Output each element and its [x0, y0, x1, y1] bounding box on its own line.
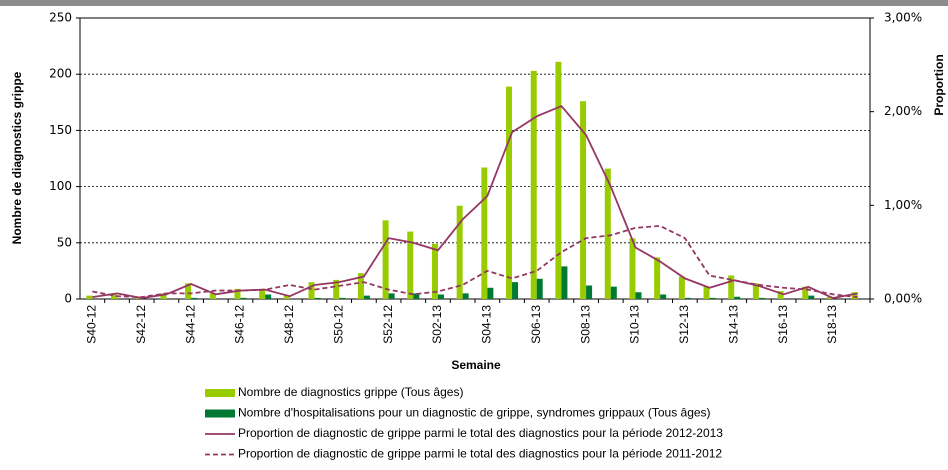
bar	[487, 287, 494, 299]
y-tick-label: 250	[49, 11, 72, 25]
x-axis-title: Semaine	[451, 358, 501, 372]
y-axis-title: Nombre de diagnostics grippe	[10, 71, 24, 244]
y-tick-label: 0	[64, 292, 72, 306]
header-strip	[0, 0, 948, 6]
bar	[610, 286, 617, 299]
bar	[678, 276, 685, 299]
bar	[629, 238, 636, 299]
bar	[580, 101, 587, 300]
bar	[536, 278, 543, 299]
bar	[240, 297, 247, 299]
bar	[333, 279, 340, 299]
bar	[191, 297, 198, 299]
bar	[758, 297, 765, 299]
bar	[481, 167, 488, 299]
bar	[586, 285, 593, 299]
bar	[684, 297, 691, 299]
x-tick-label: S48-12	[282, 305, 296, 344]
bar	[86, 295, 93, 299]
bar	[388, 293, 395, 299]
bar	[357, 273, 364, 299]
x-tick-label: S18-13	[825, 305, 839, 344]
bar	[802, 286, 809, 299]
x-tick-label: S44-12	[183, 305, 197, 344]
y2-tick-label: 0,00%	[884, 292, 922, 306]
bar	[709, 297, 716, 299]
x-tick-label: S04-13	[480, 305, 494, 344]
legend-label: Proportion de diagnostic de grippe parmi…	[238, 426, 723, 440]
bar	[462, 293, 469, 299]
x-tick-label: S50-12	[331, 305, 345, 344]
bar	[314, 297, 321, 299]
bar	[808, 295, 815, 299]
bar	[382, 220, 389, 299]
bar	[456, 205, 463, 299]
bar	[265, 294, 272, 299]
bar	[660, 294, 667, 299]
bar	[363, 295, 370, 299]
bar	[530, 70, 537, 299]
bar	[604, 168, 611, 299]
bar	[777, 291, 784, 299]
legend-label: Proportion de diagnostic de grippe parmi…	[238, 447, 722, 461]
y-tick-label: 200	[49, 67, 72, 81]
x-tick-label: S10-13	[628, 305, 642, 344]
bar	[431, 243, 438, 299]
bar	[851, 292, 858, 299]
bar	[555, 61, 562, 299]
x-tick-label: S40-12	[85, 305, 99, 344]
y2-tick-label: 2,00%	[884, 104, 922, 118]
x-tick-label: S14-13	[726, 305, 740, 344]
legend-label: Nombre d'hospitalisations pour un diagno…	[238, 406, 711, 420]
bar	[752, 283, 759, 299]
bar	[437, 294, 444, 299]
legend-label: Nombre de diagnostics grippe (Tous âges)	[238, 385, 463, 399]
y-tick-label: 50	[57, 235, 72, 249]
bar	[561, 266, 568, 299]
bar	[135, 297, 142, 299]
x-tick-label: S52-12	[381, 305, 395, 344]
line	[92, 104, 858, 300]
line	[92, 225, 858, 299]
bar	[734, 296, 741, 299]
y-tick-label: 150	[49, 123, 72, 137]
bar	[308, 282, 315, 299]
x-tick-label: S02-13	[430, 305, 444, 344]
bar	[413, 293, 420, 299]
bar	[160, 293, 167, 299]
bar	[209, 293, 216, 299]
bar	[506, 86, 513, 300]
y2-tick-label: 3,00%	[884, 11, 922, 25]
x-tick-label: S46-12	[233, 305, 247, 344]
bar	[259, 288, 266, 299]
bar	[635, 292, 642, 299]
x-tick-label: S42-12	[134, 305, 148, 344]
bar	[654, 257, 661, 299]
bar	[234, 288, 241, 299]
bar	[339, 297, 346, 299]
y2-axis-title: Proportion	[932, 54, 946, 115]
bar	[826, 296, 833, 299]
x-tick-label: S08-13	[578, 305, 592, 344]
x-tick-label: S06-13	[529, 305, 543, 344]
x-tick-label: S16-13	[776, 305, 790, 344]
x-tick-label: S12-13	[677, 305, 691, 344]
bar	[111, 294, 118, 299]
legend-swatch	[205, 389, 235, 397]
bar	[512, 282, 519, 299]
y-tick-label: 100	[49, 179, 72, 193]
y2-tick-label: 1,00%	[884, 198, 922, 212]
bar	[185, 283, 192, 299]
bar	[407, 231, 414, 299]
bar	[703, 286, 710, 299]
legend-swatch	[205, 409, 235, 418]
bar	[728, 275, 735, 299]
bar	[283, 295, 290, 299]
